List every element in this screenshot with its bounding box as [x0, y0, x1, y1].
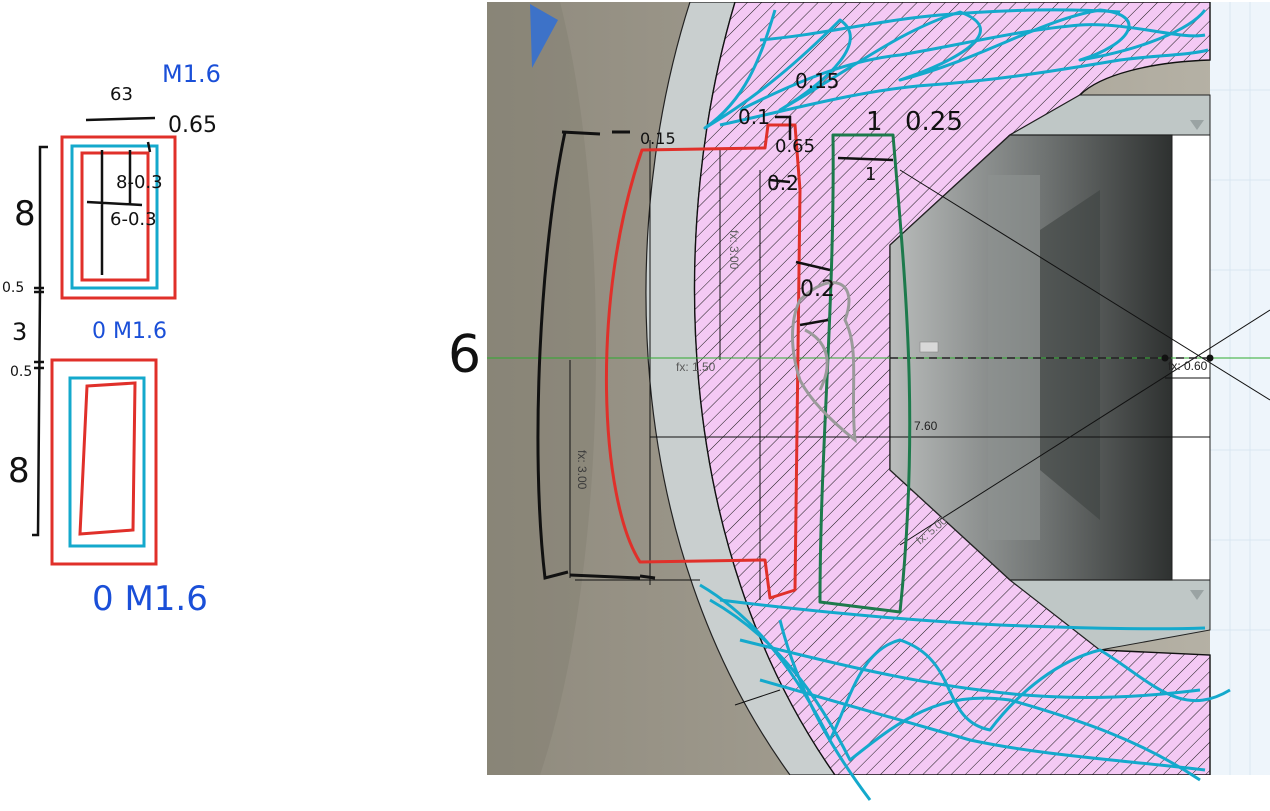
dim-fx-150[interactable]: fx: 1.50 — [676, 360, 716, 374]
side-label-8-bottom: 8 — [8, 451, 30, 491]
label-065: 0.65 — [775, 136, 815, 157]
black-bracket-dash — [639, 574, 656, 580]
cad-inner-deep — [1040, 190, 1100, 520]
cad-viewport: fx: 3.00 fx: 1.50 fx: 3.00 7.60 fx: 0.60… — [487, 2, 1270, 775]
cad-ruler-icon — [919, 341, 939, 353]
side-label-05-a: 0.5 — [2, 280, 24, 296]
label-015-top: 0.15 — [795, 69, 840, 93]
label-1-green: 1 — [865, 164, 876, 185]
side-label-3: 3 — [12, 318, 27, 346]
inner-label-1: 8-0.3 — [116, 172, 163, 193]
red-profile — [604, 123, 802, 600]
dim-fx-300-lower[interactable]: fx: 3.00 — [575, 450, 589, 490]
cad-grid — [1210, 2, 1270, 775]
top-frame-cross — [86, 141, 152, 275]
top-label-065: 0.65 — [168, 113, 217, 138]
cad-shadow — [487, 2, 597, 775]
top-dim-line — [85, 116, 156, 122]
side-label-8-top: 8 — [14, 194, 36, 234]
cad-hatched-section — [693, 2, 1211, 775]
bottom-frame-inner-red — [78, 381, 137, 536]
side-label-05-b: 0.5 — [10, 364, 32, 380]
label-02-b: 0.2 — [800, 277, 835, 302]
label-1: 1 — [866, 107, 883, 137]
cad-point-b — [1206, 354, 1214, 362]
top-frame-inner-red — [80, 151, 150, 282]
cad-point-a — [1161, 354, 1169, 362]
bottom-frame-outer-red — [50, 358, 158, 566]
side-bracket — [32, 145, 48, 537]
inner-label-2: 6-0.3 — [110, 209, 157, 230]
view-cube-marker[interactable] — [530, 4, 558, 68]
cyan-scribble-bottom — [699, 583, 1231, 801]
black-annotation-lines — [769, 115, 894, 327]
label-01: 0.1 — [738, 105, 770, 129]
label-02-a: 0.2 — [767, 171, 799, 195]
top-frame-cyan — [70, 144, 159, 290]
grey-scribble — [791, 281, 857, 444]
label-6: 6 — [448, 325, 481, 385]
dim-760[interactable]: 7.60 — [914, 419, 938, 433]
black-bracket — [536, 130, 641, 580]
top-label-63: 63 — [110, 84, 133, 105]
mid-label-m16: 0 M1.6 — [92, 319, 167, 344]
cyan-scribble-top — [703, 8, 1209, 130]
cad-side-panel — [1210, 2, 1270, 775]
bottom-frame-cyan — [68, 376, 146, 548]
bottom-label-m16: 0 M1.6 — [92, 579, 208, 619]
left-sketch: M1.6 63 0.65 8-0.3 6-0.3 8 0.5 3 0 M1.6 … — [2, 60, 221, 619]
top-label-m16: M1.6 — [162, 60, 221, 88]
label-015-left: 0.15 — [640, 129, 676, 148]
dim-fx-300-upper[interactable]: fx: 3.00 — [727, 230, 741, 270]
top-frame-outer-red — [60, 135, 177, 300]
label-025: 0.25 — [905, 107, 963, 137]
dim-fx-060[interactable]: fx: 0.60 — [1168, 359, 1208, 373]
green-profile — [818, 133, 912, 614]
